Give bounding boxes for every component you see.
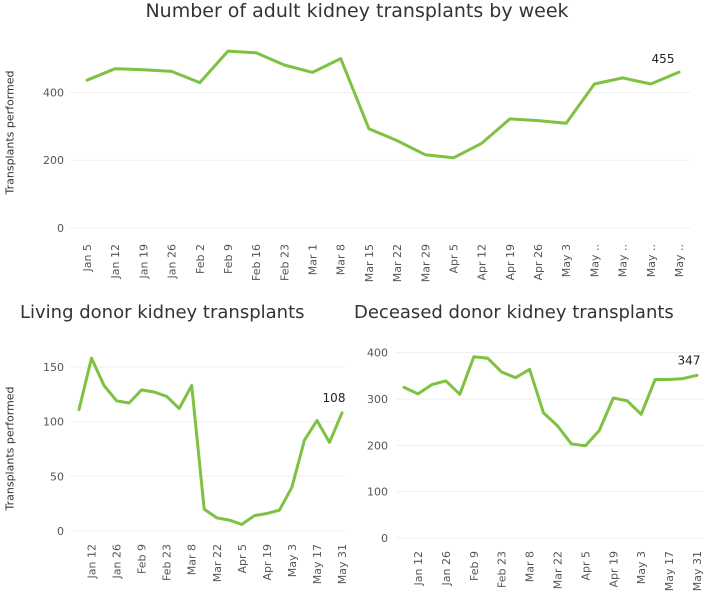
x-tick-label: Apr 5 (447, 244, 460, 274)
end-value-label: 108 (323, 391, 346, 405)
x-tick-label: Mar 1 (307, 244, 320, 275)
x-tick-label: May 3 (635, 551, 648, 584)
x-tick-label: Apr 12 (476, 244, 489, 281)
x-tick-label: Apr 19 (607, 551, 620, 588)
x-tick-label: Feb 9 (468, 551, 481, 581)
x-tick-label: Mar 8 (524, 551, 537, 582)
x-tick-label: Feb 23 (278, 244, 291, 281)
x-tick-label: Apr 19 (261, 544, 274, 581)
x-tick-label: Mar 22 (211, 544, 224, 582)
series-line (85, 49, 681, 160)
chart-title-deceased-donor: Deceased donor kidney transplants (354, 302, 674, 323)
x-tick-label: Jan 26 (111, 544, 124, 579)
y-tick-label: 100 (367, 486, 388, 499)
end-value-label: 347 (678, 353, 701, 367)
x-tick-label: Feb 23 (496, 551, 509, 588)
x-tick-label: May .. (617, 244, 630, 277)
y-tick-label: 50 (50, 470, 64, 483)
y-tick-label: 0 (57, 222, 64, 235)
y-tick-label: 150 (43, 361, 64, 374)
series-line (402, 355, 699, 448)
chart-title-living-donor: Living donor kidney transplants (20, 302, 305, 323)
x-tick-label: May 17 (663, 551, 676, 591)
chart-left: 0 50 100 150 Jan 12 Jan 26 Feb 9 Feb 23 Mar 8 Mar… (43, 356, 349, 584)
x-tick-label: Jan 12 (86, 544, 99, 579)
chart-title-weekly-total: Number of adult kidney transplants by we… (145, 0, 569, 22)
x-tick-label: Mar 22 (391, 244, 404, 282)
x-tick-label: May .. (673, 244, 686, 277)
y-tick-label: 400 (367, 347, 388, 360)
x-tick-label: Jan 26 (440, 551, 453, 586)
end-value-label: 455 (652, 52, 675, 66)
x-tick-label: Jan 12 (412, 551, 425, 586)
x-tick-label: May 31 (691, 551, 704, 591)
x-tick-label: May 31 (336, 544, 349, 584)
x-tick-label: May 17 (311, 544, 324, 584)
x-tick-label: Jan 5 (81, 244, 94, 272)
y-tick-label: 200 (43, 154, 64, 167)
x-tick-label: Apr 26 (532, 244, 545, 281)
x-tick-label: Apr 19 (504, 244, 517, 281)
x-tick-label: Apr 5 (579, 551, 592, 581)
y-tick-label: 300 (367, 393, 388, 406)
x-tick-label: Feb 16 (250, 244, 263, 281)
y-tick-label: 0 (381, 532, 388, 545)
x-tick-label: Feb 2 (194, 244, 207, 274)
chart-right: 0 100 200 300 400 Jan 12 Jan 26 Feb 9 Feb 23 Mar … (367, 347, 704, 591)
x-tick-label: Jan 19 (137, 244, 150, 279)
series-line (77, 356, 344, 526)
y-tick-label: 200 (367, 439, 388, 452)
x-tick-label: Feb 9 (222, 244, 235, 274)
x-tick-label: Mar 8 (335, 244, 348, 275)
x-tick-label: May .. (588, 244, 601, 277)
y-tick-label: 400 (43, 86, 64, 99)
x-tick-label: Feb 23 (161, 544, 174, 581)
x-tick-label: Mar 22 (551, 551, 564, 589)
x-tick-label: Mar 8 (186, 544, 199, 575)
x-tick-label: Mar 15 (363, 244, 376, 282)
x-tick-label: Jan 26 (166, 244, 179, 279)
x-tick-label: May .. (645, 244, 658, 277)
x-tick-label: May 3 (560, 244, 573, 277)
y-tick-label: 0 (57, 525, 64, 538)
x-tick-label: Feb 9 (136, 544, 149, 574)
x-tick-label: May 3 (286, 544, 299, 577)
x-tick-label: Apr 5 (236, 544, 249, 574)
y-tick-label: 100 (43, 416, 64, 429)
x-tick-label: Mar 29 (419, 244, 432, 282)
x-tick-label: Jan 12 (109, 244, 122, 279)
chart-top: 0 200 400 Jan 5 Jan 12 Jan 19 Jan 26 Feb 2 Feb 9… (43, 49, 690, 282)
